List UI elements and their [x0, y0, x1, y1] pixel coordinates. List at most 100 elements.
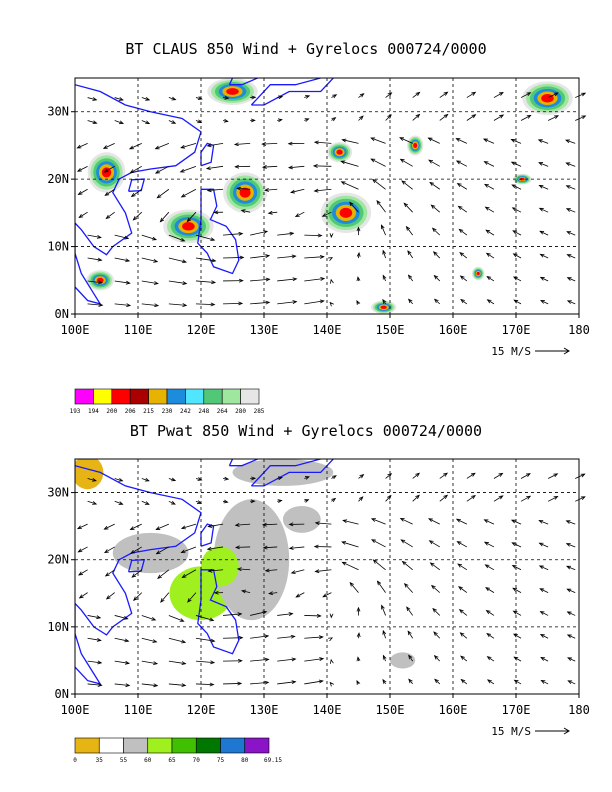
wind-arrow — [407, 630, 414, 639]
wind-arrow — [77, 143, 88, 149]
wind-arrow-head — [180, 144, 186, 149]
wind-arrow — [457, 541, 468, 548]
wind-arrow — [168, 637, 186, 643]
wind-arrow — [385, 495, 392, 502]
wind-arrow-head — [540, 300, 545, 304]
wind-arrow — [371, 137, 386, 144]
wind-arrow-head — [356, 299, 361, 305]
wind-arrow-head — [319, 657, 325, 662]
wind-arrow — [459, 229, 468, 236]
wind-arrow — [195, 257, 216, 262]
wind-arrow — [250, 681, 269, 685]
wind-arrow — [434, 655, 441, 662]
wind-arrow — [566, 208, 576, 213]
colorbar-label: 65 — [168, 757, 176, 764]
y-tick-label: 0N — [55, 687, 69, 701]
wind-arrow — [114, 234, 129, 239]
wind-arrow-head — [181, 661, 187, 666]
wind-arrow-head — [565, 520, 571, 524]
wind-arrow-head — [160, 598, 165, 603]
wind-arrow — [250, 278, 270, 282]
wind-arrow-head — [565, 208, 571, 212]
colorbar-swatch — [166, 388, 186, 405]
wind-arrow-head — [567, 680, 573, 684]
wind-arrow-head — [288, 522, 294, 527]
wind-arrow — [288, 165, 305, 169]
wind-arrow — [77, 165, 88, 172]
wind-arrow — [486, 633, 495, 639]
wind-arrow — [513, 276, 522, 282]
wind-arrow-head — [485, 252, 491, 257]
wind-arrow — [141, 500, 150, 505]
wind-arrow-head — [484, 183, 489, 188]
wind-arrow — [277, 613, 293, 616]
wind-arrow-head — [236, 186, 242, 191]
wind-arrow-head — [329, 278, 334, 284]
coastline — [75, 84, 202, 305]
wind-arrow-head — [399, 517, 405, 522]
wind-arrow-head — [512, 253, 518, 258]
wind-arrow — [547, 473, 558, 479]
field-cell — [112, 532, 189, 574]
wind-arrow — [520, 495, 531, 502]
coastline — [250, 78, 335, 106]
wind-arrow-head — [539, 634, 545, 638]
wind-arrow — [539, 588, 549, 593]
wind-arrow-head — [455, 160, 461, 165]
wind-arrow-head — [171, 477, 177, 482]
wind-arrow-head — [526, 114, 532, 119]
wind-arrow-head — [486, 679, 492, 684]
colorbar-swatch — [171, 737, 197, 754]
wind-arrow — [87, 303, 103, 306]
wind-arrow-head — [277, 476, 284, 481]
wind-arrow-head — [264, 188, 270, 192]
wind-arrow-head — [401, 560, 407, 566]
wind-arrow-head — [372, 559, 378, 564]
wind-arrow-head — [370, 518, 376, 522]
wind-arrow-head — [210, 237, 216, 242]
wind-arrow — [141, 637, 157, 643]
field-cell — [380, 305, 387, 309]
x-tick-label: 150E — [376, 703, 405, 717]
wind-arrow — [429, 182, 440, 190]
colorbar-label: 60 — [144, 757, 152, 764]
field-cell — [282, 506, 321, 533]
wind-arrow — [131, 569, 143, 578]
wind-arrow — [277, 301, 297, 305]
wind-arrow-head — [223, 499, 229, 504]
wind-arrow — [304, 658, 324, 662]
wind-arrow — [511, 519, 522, 525]
wind-arrow-head — [197, 477, 203, 481]
wind-arrow-head — [130, 549, 136, 554]
wind-arrow — [434, 275, 441, 282]
wind-arrow-head — [387, 92, 393, 97]
wind-arrow — [78, 211, 88, 218]
wind-arrow — [342, 139, 359, 144]
wind-arrow — [195, 234, 215, 241]
wind-arrow-head — [278, 95, 284, 100]
wind-arrow — [349, 202, 359, 213]
field-cell — [226, 88, 239, 95]
wind-arrow-head — [382, 629, 387, 635]
wind-arrow — [402, 561, 413, 571]
wind-arrow — [457, 563, 468, 571]
wind-arrow-head — [470, 472, 476, 477]
wind-arrow — [487, 679, 495, 685]
wind-arrow-head — [328, 257, 334, 261]
colorbar-label: 55 — [120, 757, 128, 764]
wind-arrow-head — [459, 632, 465, 637]
wind-arrow — [168, 683, 186, 686]
wind-arrow — [87, 615, 101, 619]
wind-arrow-head — [206, 143, 212, 148]
colorbar-swatch — [111, 388, 131, 405]
wind-arrow-head — [181, 639, 187, 644]
wind-arrow — [87, 500, 97, 505]
wind-arrow-head — [486, 275, 492, 281]
wind-arrow — [412, 494, 420, 502]
wind-arrow-head — [485, 587, 490, 592]
wind-arrow — [484, 519, 495, 525]
wind-arrow-head — [471, 91, 477, 96]
wind-arrow — [513, 299, 522, 305]
wind-arrow — [304, 300, 324, 305]
wind-arrow-head — [314, 521, 320, 526]
